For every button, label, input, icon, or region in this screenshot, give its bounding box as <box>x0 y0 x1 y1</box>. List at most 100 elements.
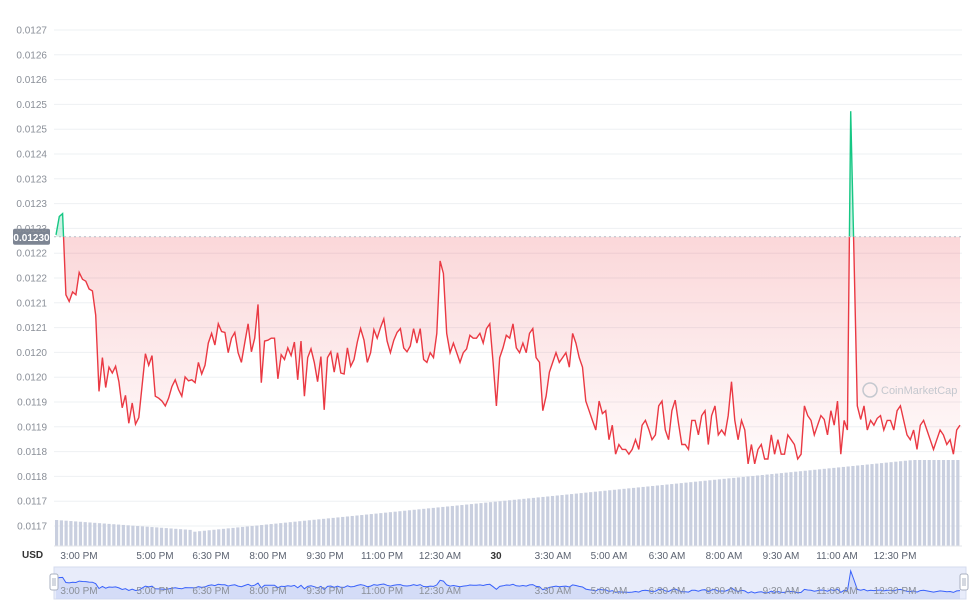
volume-bar <box>508 500 512 546</box>
volume-bar <box>569 494 574 546</box>
volume-bar <box>708 480 712 546</box>
volume-bar <box>832 467 836 546</box>
navigator-tick-label: 5:00 PM <box>136 586 173 597</box>
navigator-tick-label: 8:00 AM <box>706 586 743 597</box>
volume-bar <box>770 474 774 546</box>
volume-bar <box>908 460 912 546</box>
volume-bar <box>698 481 702 546</box>
volume-bar <box>384 512 388 546</box>
volume-bar <box>202 530 207 546</box>
volume-bar <box>345 516 350 546</box>
y-tick-label: 0.0121 <box>16 298 47 309</box>
volume-bar <box>674 483 679 546</box>
volume-bar <box>784 472 788 546</box>
navigator[interactable]: 3:00 PM 5:00 PM 6:30 PM 8:00 PM 9:30 PM 11:00… <box>49 566 969 600</box>
volume-bar <box>631 487 636 546</box>
volume-bar <box>417 509 421 546</box>
volume-bar <box>474 503 478 546</box>
navigator-handle-right[interactable] <box>959 573 969 591</box>
y-tick-label: 0.0124 <box>16 150 47 161</box>
volume-bar <box>250 525 254 546</box>
volume-bar <box>937 460 941 546</box>
x-tick-label: 11:00 AM <box>816 551 858 562</box>
volume-bar <box>331 517 335 546</box>
volume-bar <box>155 527 159 546</box>
volume-bar <box>178 529 183 546</box>
volume-bar <box>670 484 674 546</box>
volume-bar <box>88 522 92 546</box>
y-tick-label: 0.0126 <box>16 75 47 86</box>
volume-bar <box>493 501 497 546</box>
volume-bar <box>140 526 145 546</box>
volume-bar <box>550 495 555 546</box>
volume-bar <box>684 482 688 546</box>
volume-bar <box>722 478 726 546</box>
volume-bar <box>531 497 536 546</box>
volume-bar <box>798 471 803 546</box>
navigator-tick-label: 11:00 AM <box>816 586 858 597</box>
volume-bar <box>55 520 59 546</box>
volume-bar <box>617 489 621 546</box>
volume-bar <box>846 466 850 546</box>
volume-bar <box>231 527 235 546</box>
volume-bar <box>255 525 259 546</box>
volume-bar <box>922 460 927 546</box>
x-tick-label: 9:30 AM <box>763 551 800 562</box>
volume-bar <box>322 518 326 546</box>
volume-bar <box>865 464 869 546</box>
volume-bar <box>894 461 898 546</box>
volume-bar <box>355 515 359 546</box>
navigator-tick-label: 12:30 PM <box>874 586 917 597</box>
volume-bar <box>307 520 311 546</box>
y-tick-label: 0.0126 <box>16 50 47 61</box>
volume-bar <box>717 479 722 546</box>
volume-bar <box>369 514 373 546</box>
volume-bar <box>460 505 464 546</box>
volume-bar <box>450 505 454 546</box>
volume-bar <box>775 473 779 546</box>
volume-bar <box>527 498 531 546</box>
volume-bar <box>236 527 240 546</box>
navigator-line <box>55 569 961 594</box>
volume-bar <box>426 508 431 546</box>
volume-bar <box>83 522 87 546</box>
volume-bar <box>870 464 874 546</box>
navigator-tick-label: 12:30 AM <box>419 586 461 597</box>
volume-bar <box>603 490 607 546</box>
y-tick-label: 0.0122 <box>16 274 47 285</box>
y-tick-label: 0.0120 <box>16 348 47 359</box>
volume-bar <box>364 514 369 546</box>
volume-bar <box>941 460 946 546</box>
volume-bar <box>159 527 164 546</box>
volume-bar <box>817 469 822 546</box>
x-tick-label: 3:00 PM <box>60 551 97 562</box>
y-axis: 0.0127 0.0126 0.0126 0.0125 0.0125 0.0124 0.01… <box>16 26 47 533</box>
volume-bar <box>727 478 731 546</box>
navigator-tick-label: 11:00 PM <box>361 586 403 597</box>
volume-bar <box>59 520 63 546</box>
x-tick-label: 11:00 PM <box>361 551 403 562</box>
volume-bar <box>498 501 502 546</box>
volume-bar <box>879 463 884 546</box>
y-tick-label: 0.0123 <box>16 199 47 210</box>
volume-bar <box>779 473 783 546</box>
volume-bar <box>403 510 407 546</box>
volume-bar <box>665 484 669 546</box>
volume-bar <box>560 495 564 546</box>
volume-bar <box>264 524 269 546</box>
navigator-handle-left[interactable] <box>49 573 59 591</box>
volume-bar <box>794 471 798 546</box>
volume-bar <box>398 511 402 546</box>
volume-bar <box>655 485 660 546</box>
price-line-down <box>62 236 961 465</box>
volume-bar <box>64 520 68 546</box>
navigator-tick-label: 9:30 PM <box>306 586 343 597</box>
volume-bar <box>446 506 450 546</box>
volume-bar <box>856 465 860 546</box>
volume-bar <box>131 525 135 546</box>
volume-bars <box>55 460 960 546</box>
volume-bar <box>951 460 955 546</box>
volume-bar <box>436 507 440 546</box>
